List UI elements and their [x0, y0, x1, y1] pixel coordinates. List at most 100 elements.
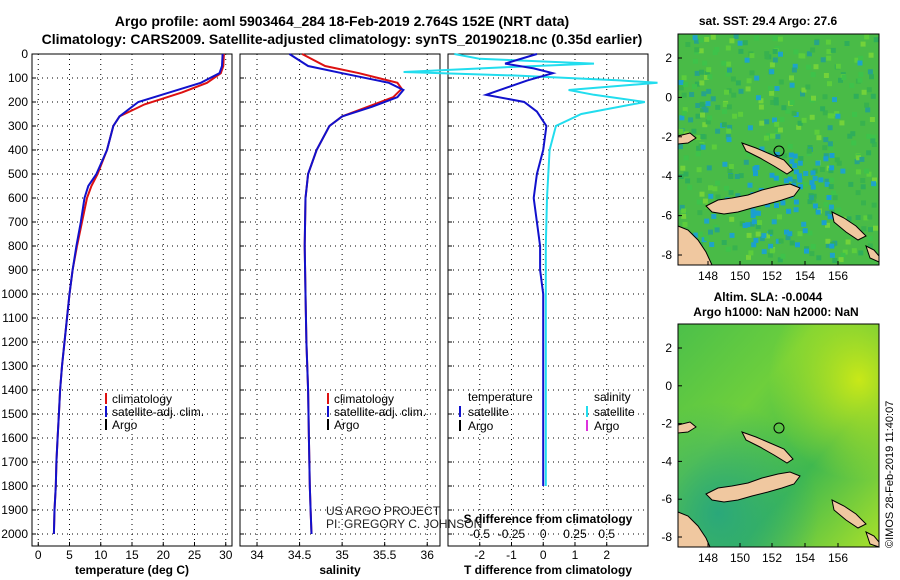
sst-pixel [840, 252, 846, 258]
sst-pixel [834, 111, 840, 117]
sst-pixel [700, 112, 705, 118]
sst-pixel [873, 37, 879, 43]
sst-pixel [861, 226, 867, 232]
sst-pixel-cool [821, 220, 827, 226]
sst-pixel [704, 235, 710, 241]
sst-pixel [825, 39, 831, 45]
sst-pixel [865, 107, 871, 113]
s-tick-label: -0.25 [498, 527, 526, 541]
y-tick-label: 1500 [1, 407, 28, 421]
sst-pixel [726, 61, 732, 67]
sst-pixel [824, 178, 830, 184]
y-tick-label: 1900 [1, 503, 28, 517]
salinity-legend: climatology satellite-adj. clim. Argo [327, 392, 426, 432]
sst-pixel [685, 178, 691, 184]
sst-pixel [688, 117, 694, 123]
sst-pixel [711, 144, 717, 150]
map-y-tick-label: 2 [665, 51, 672, 65]
sst-pixel [701, 91, 707, 97]
sst-pixel [695, 103, 701, 108]
sst-pixel [859, 156, 865, 162]
x-tick-label: 25 [188, 548, 202, 562]
sst-pixel [809, 195, 814, 201]
sst-pixel [826, 49, 832, 55]
map-x-tick-label: 156 [828, 551, 848, 565]
sst-pixel [836, 207, 842, 213]
sst-pixel [806, 64, 811, 70]
argo-float-marker [773, 145, 785, 157]
sst-pixel [761, 249, 767, 255]
sst-pixel [780, 253, 786, 259]
sst-map [677, 33, 880, 266]
land-bougainville [831, 211, 867, 241]
sst-pixel [774, 121, 780, 127]
sst-pixel [678, 144, 683, 150]
depth-axis: 0 100 200 300 400 500 600 700 800 900 1000 1100 1200… [1, 47, 28, 541]
sst-pixel [860, 120, 866, 126]
argo-float-marker [773, 422, 785, 434]
land-bougainville [831, 499, 867, 529]
sst-pixel-cool [753, 237, 759, 243]
sst-pixel [864, 102, 870, 108]
sst-pixel-cool [828, 214, 834, 220]
sst-pixel [806, 51, 812, 57]
sst-pixel [726, 137, 732, 143]
sst-pixel [693, 232, 699, 238]
sst-pixel [737, 40, 743, 46]
sst-pixel [801, 87, 807, 93]
sst-pixel [777, 257, 783, 263]
sst-pixel-cool [823, 156, 829, 162]
sst-pixel [823, 153, 829, 159]
title-line-2: Climatology: CARS2009. Satellite-adjuste… [42, 31, 643, 47]
map-y-tick-label: -4 [661, 169, 672, 183]
sst-pixel [683, 155, 689, 161]
sst-pixel [758, 104, 764, 110]
sst-pixel [728, 174, 734, 179]
sst-pixel [796, 124, 802, 130]
sst-pixel-cool [789, 158, 795, 164]
sst-pixel [785, 235, 791, 241]
sst-pixel [696, 167, 702, 173]
sst-pixel [832, 97, 837, 103]
sst-pixel-cool [751, 219, 757, 225]
sst-pixel [710, 96, 716, 102]
sst-pixel [683, 82, 689, 87]
legend-sat-label: satellite [468, 405, 509, 419]
sst-pixel [691, 128, 697, 134]
sst-pixel [867, 214, 873, 220]
sst-pixel [692, 84, 697, 90]
sst-pixel [679, 115, 685, 121]
legend-sat-label: satellite-adj. clim. [112, 405, 204, 419]
difference-legend-temperature: temperature satellite Argo [459, 390, 533, 433]
sst-pixel [769, 62, 775, 68]
sst-pixel [728, 164, 734, 169]
sst-pixel [721, 60, 727, 66]
sst-pixel [835, 63, 841, 69]
sst-pixel [715, 104, 721, 110]
sst-pixel [757, 220, 763, 226]
sst-pixel [729, 216, 735, 222]
difference-xlabel: T difference from climatology [464, 563, 632, 577]
sst-pixel [770, 100, 776, 105]
sst-pixel [774, 86, 780, 91]
sst-pixel [809, 114, 815, 120]
map-y-tick-label: -6 [661, 492, 672, 506]
sst-pixel [682, 107, 688, 113]
sst-pixel [863, 215, 869, 221]
y-tick-label: 1700 [1, 455, 28, 469]
sst-pixel [768, 86, 773, 91]
sst-pixel [727, 168, 733, 173]
marker-circle [773, 422, 785, 434]
sst-pixel [832, 195, 838, 201]
sst-pixel [711, 213, 717, 219]
imos-stamp: ©IMOS 28-Feb-2019 11:40:07 [884, 401, 896, 548]
y-tick-label: 700 [8, 215, 28, 229]
sst-pixel [825, 210, 831, 216]
y-tick-label: 500 [8, 167, 28, 181]
sst-pixel [806, 148, 812, 154]
sst-pixel [775, 128, 781, 134]
sst-pixel [810, 244, 816, 249]
sst-pixel [852, 111, 858, 117]
sst-pixel [715, 194, 721, 200]
sst-pixel [767, 252, 773, 258]
